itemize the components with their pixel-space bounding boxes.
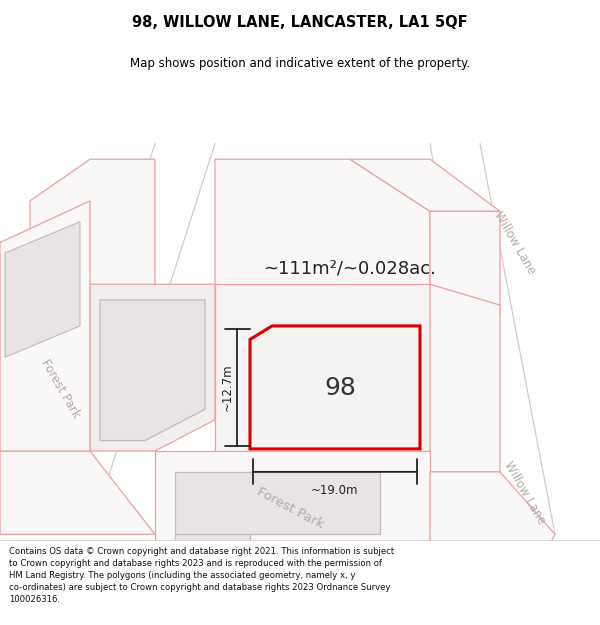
Polygon shape [250, 326, 420, 449]
Polygon shape [430, 472, 555, 625]
Polygon shape [0, 451, 155, 534]
Text: Willow Lane: Willow Lane [492, 209, 538, 276]
Polygon shape [90, 284, 215, 451]
Polygon shape [100, 300, 205, 441]
Polygon shape [215, 284, 430, 472]
Text: Contains OS data © Crown copyright and database right 2021. This information is : Contains OS data © Crown copyright and d… [9, 548, 394, 604]
Text: ~12.7m: ~12.7m [221, 364, 234, 411]
Text: ~19.0m: ~19.0m [311, 484, 359, 498]
Polygon shape [430, 284, 500, 472]
Text: 98: 98 [324, 376, 356, 401]
Text: Forest Park: Forest Park [38, 357, 82, 420]
Polygon shape [0, 201, 90, 451]
Text: 98, WILLOW LANE, LANCASTER, LA1 5QF: 98, WILLOW LANE, LANCASTER, LA1 5QF [132, 15, 468, 30]
Polygon shape [175, 534, 250, 586]
Polygon shape [5, 222, 80, 358]
Polygon shape [30, 159, 155, 389]
Polygon shape [175, 472, 380, 534]
Polygon shape [350, 159, 500, 211]
Polygon shape [430, 211, 500, 326]
Text: Willow Lane: Willow Lane [502, 459, 548, 526]
Polygon shape [155, 451, 430, 625]
Text: Forest Park: Forest Park [254, 485, 326, 531]
Polygon shape [215, 159, 430, 326]
Text: ~111m²/~0.028ac.: ~111m²/~0.028ac. [263, 259, 436, 278]
Text: Map shows position and indicative extent of the property.: Map shows position and indicative extent… [130, 58, 470, 71]
